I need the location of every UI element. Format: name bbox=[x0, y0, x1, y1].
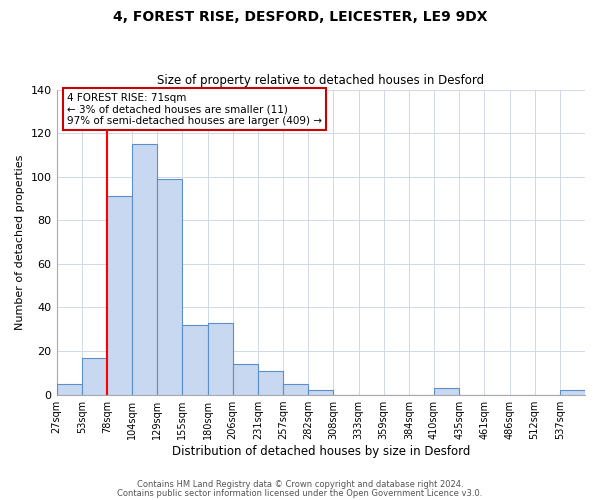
Bar bbox=[132, 144, 157, 395]
Bar bbox=[182, 325, 208, 394]
Bar bbox=[56, 384, 82, 394]
Text: Contains public sector information licensed under the Open Government Licence v3: Contains public sector information licen… bbox=[118, 488, 482, 498]
Bar bbox=[107, 196, 132, 394]
Bar bbox=[157, 179, 182, 394]
X-axis label: Distribution of detached houses by size in Desford: Distribution of detached houses by size … bbox=[172, 444, 470, 458]
Bar bbox=[560, 390, 585, 394]
Bar bbox=[434, 388, 459, 394]
Y-axis label: Number of detached properties: Number of detached properties bbox=[15, 154, 25, 330]
Text: Contains HM Land Registry data © Crown copyright and database right 2024.: Contains HM Land Registry data © Crown c… bbox=[137, 480, 463, 489]
Title: Size of property relative to detached houses in Desford: Size of property relative to detached ho… bbox=[157, 74, 484, 87]
Bar bbox=[283, 384, 308, 394]
Bar bbox=[233, 364, 258, 394]
Bar bbox=[208, 322, 233, 394]
Text: 4 FOREST RISE: 71sqm
← 3% of detached houses are smaller (11)
97% of semi-detach: 4 FOREST RISE: 71sqm ← 3% of detached ho… bbox=[67, 92, 322, 126]
Text: 4, FOREST RISE, DESFORD, LEICESTER, LE9 9DX: 4, FOREST RISE, DESFORD, LEICESTER, LE9 … bbox=[113, 10, 487, 24]
Bar bbox=[82, 358, 107, 395]
Bar bbox=[258, 370, 283, 394]
Bar bbox=[308, 390, 334, 394]
